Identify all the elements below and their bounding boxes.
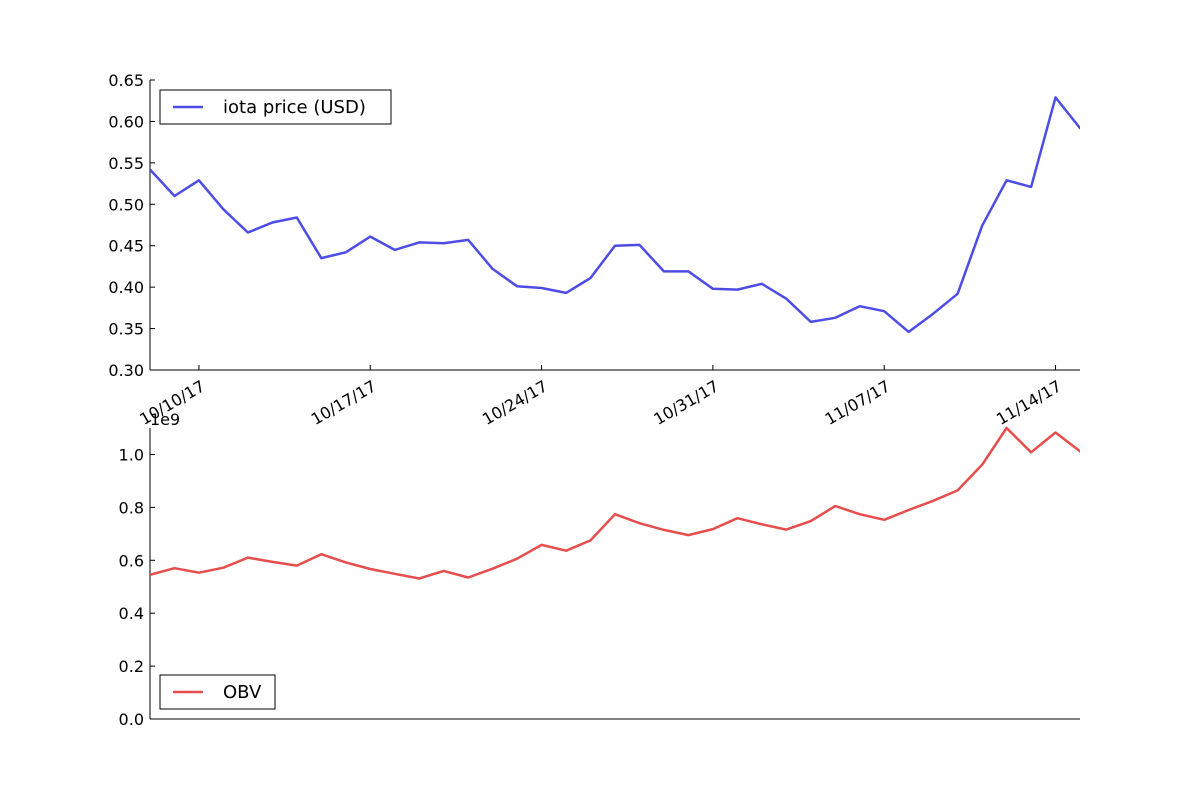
- x-tick-label: 11/07/17: [822, 376, 894, 428]
- legend-label: iota price (USD): [223, 97, 366, 118]
- x-tick-label: 10/24/17: [479, 376, 551, 428]
- y-tick-label: 0.6: [119, 551, 144, 570]
- y-tick-label: 0.2: [119, 657, 144, 676]
- y-tick-label: 0.50: [108, 195, 144, 214]
- y-tick-label: 0.65: [108, 71, 144, 90]
- price-panel: 0.300.350.400.450.500.550.600.6510/10/17…: [108, 71, 1080, 429]
- y-tick-label: 0.45: [108, 237, 144, 256]
- y-tick-label: 0.55: [108, 154, 144, 173]
- x-tick-label: 11/14/17: [993, 376, 1065, 428]
- obv-panel: 0.0 0.2 0.4 0.6 0.8 1.0 1e9 OBV: [119, 410, 1080, 729]
- x-tick-label: 10/31/17: [650, 376, 722, 428]
- y-tick-label: 0.0: [119, 710, 144, 729]
- y-offset-label: 1e9: [150, 410, 180, 429]
- y-tick-label: 0.8: [119, 498, 144, 517]
- y-tick-label: 0.4: [119, 604, 144, 623]
- y-tick-label: 0.30: [108, 361, 144, 380]
- legend-label: OBV: [223, 682, 262, 703]
- x-tick-label: 10/17/17: [308, 376, 380, 428]
- y-tick-label: 0.60: [108, 112, 144, 131]
- y-tick-label: 0.40: [108, 278, 144, 297]
- y-tick-label: 1.0: [119, 445, 144, 464]
- series-line-obv: [150, 426, 1080, 580]
- series-line-price: [150, 96, 1080, 334]
- y-tick-label: 0.35: [108, 320, 144, 339]
- legend: iota price (USD): [159, 89, 392, 125]
- legend: OBV: [159, 674, 276, 710]
